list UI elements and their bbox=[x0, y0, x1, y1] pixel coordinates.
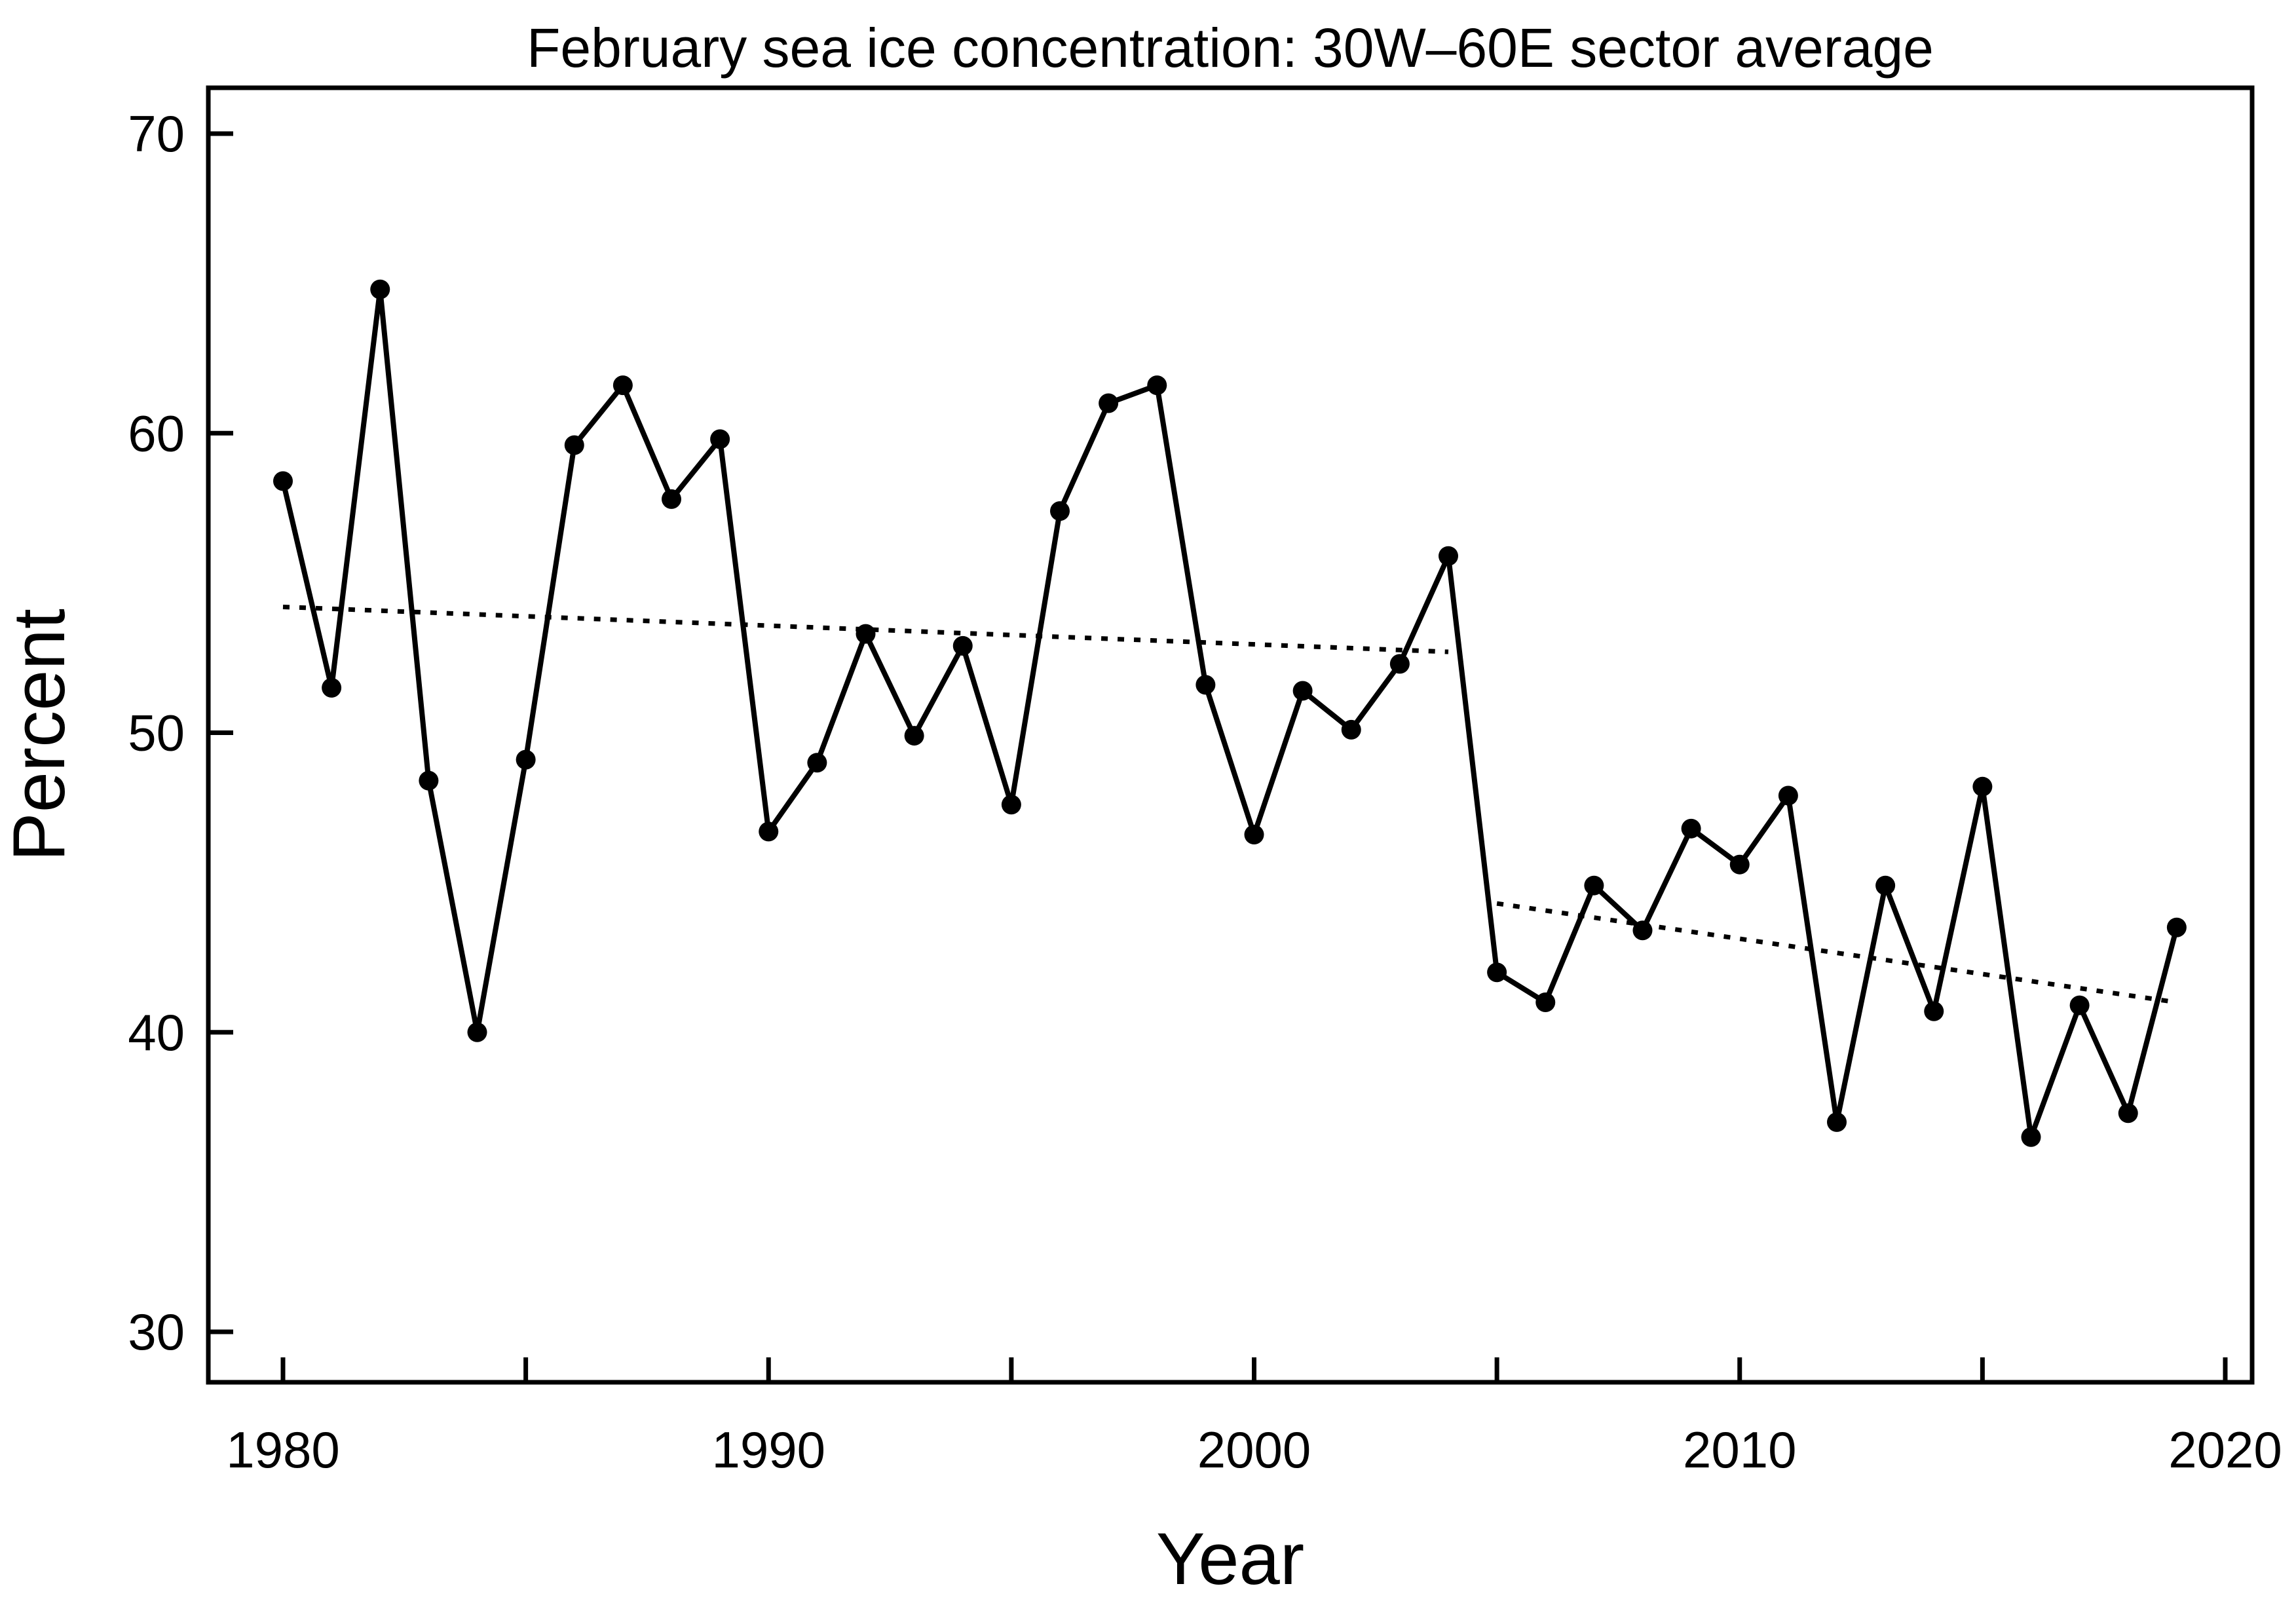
data-point-2000 bbox=[1244, 824, 1264, 844]
data-point-1992 bbox=[856, 624, 876, 644]
data-point-1982 bbox=[370, 279, 390, 299]
y-tick-label-50: 50 bbox=[128, 704, 185, 762]
data-point-2014 bbox=[1924, 1001, 1944, 1021]
data-point-1999 bbox=[1195, 675, 1216, 695]
data-point-2015 bbox=[1972, 776, 1993, 797]
data-point-2005 bbox=[1487, 962, 1507, 983]
data-point-2017 bbox=[2069, 995, 2090, 1015]
data-point-1980 bbox=[273, 471, 293, 491]
trend-line-1 bbox=[282, 604, 1449, 654]
x-tick-label-2010: 2010 bbox=[1683, 1421, 1797, 1479]
data-point-1988 bbox=[662, 489, 681, 509]
data-series bbox=[273, 279, 2187, 1147]
trend-line-2 bbox=[1496, 901, 2177, 1005]
data-point-2008 bbox=[1632, 920, 1653, 941]
data-point-2016 bbox=[2021, 1127, 2041, 1147]
data-point-1981 bbox=[322, 677, 342, 698]
data-point-1991 bbox=[807, 753, 827, 773]
y-axis-tick-labels: 30 40 50 60 70 bbox=[128, 105, 185, 1361]
data-point-1995 bbox=[1001, 795, 1021, 815]
y-axis-ticks bbox=[208, 131, 233, 1334]
data-point-2003 bbox=[1389, 654, 1410, 674]
data-point-1983 bbox=[419, 770, 439, 791]
data-point-1985 bbox=[516, 749, 536, 770]
x-tick-label-2000: 2000 bbox=[1197, 1421, 1311, 1479]
data-point-1987 bbox=[612, 375, 633, 396]
y-axis-label: Percent bbox=[0, 609, 80, 861]
data-point-1984 bbox=[467, 1022, 487, 1042]
data-point-1996 bbox=[1050, 501, 1070, 521]
data-point-1990 bbox=[759, 821, 779, 842]
data-point-1994 bbox=[952, 635, 973, 656]
data-point-1993 bbox=[904, 726, 924, 746]
data-point-2018 bbox=[2118, 1103, 2138, 1124]
data-point-1998 bbox=[1147, 375, 1167, 396]
y-tick-label-30: 30 bbox=[128, 1303, 185, 1361]
x-axis-ticks bbox=[280, 1357, 2228, 1382]
data-point-2002 bbox=[1341, 719, 1361, 740]
data-point-2006 bbox=[1535, 992, 1556, 1013]
y-tick-label-70: 70 bbox=[128, 105, 185, 162]
data-point-2004 bbox=[1439, 546, 1458, 566]
plot-frame bbox=[206, 85, 2255, 1385]
data-point-2012 bbox=[1827, 1112, 1847, 1132]
chart-title: February sea ice concentration: 30W–60E … bbox=[527, 17, 1934, 79]
data-point-2010 bbox=[1729, 854, 1750, 875]
data-point-1986 bbox=[564, 435, 584, 455]
y-tick-label-60: 60 bbox=[128, 404, 185, 462]
data-point-2009 bbox=[1681, 818, 1701, 839]
data-line bbox=[280, 286, 2179, 1140]
x-tick-label-1990: 1990 bbox=[711, 1421, 825, 1479]
data-point-1989 bbox=[710, 429, 730, 449]
x-tick-label-1980: 1980 bbox=[226, 1421, 340, 1479]
x-tick-label-2020: 2020 bbox=[2168, 1421, 2282, 1479]
data-point-2019 bbox=[2166, 917, 2187, 937]
data-point-1997 bbox=[1099, 393, 1119, 413]
y-tick-label-40: 40 bbox=[128, 1004, 185, 1061]
data-point-2011 bbox=[1778, 785, 1798, 806]
x-axis-tick-labels: 1980 1990 2000 2010 2020 bbox=[226, 1421, 2282, 1479]
trend-lines bbox=[282, 604, 2177, 1005]
x-axis-label: Year bbox=[1156, 1518, 1304, 1600]
data-point-2013 bbox=[1875, 875, 1896, 896]
data-point-2007 bbox=[1584, 875, 1604, 896]
data-point-2001 bbox=[1292, 681, 1313, 701]
